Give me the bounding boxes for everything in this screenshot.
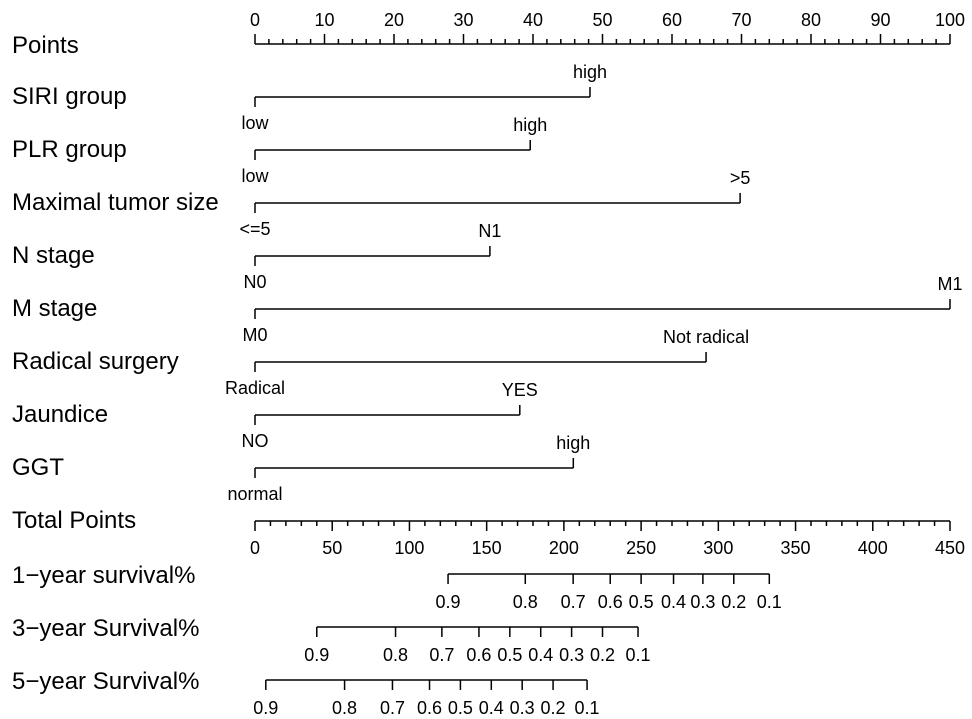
predictor-label: N stage (12, 242, 95, 269)
predictor-level-label: Not radical (663, 327, 749, 347)
predictor-level-label: low (241, 166, 269, 186)
survival-tick-label: 0.8 (332, 698, 357, 718)
survival-tick-label: 0.8 (383, 645, 408, 665)
survival-tick-label: 0.1 (757, 592, 782, 612)
survival-tick-label: 0.4 (661, 592, 686, 612)
points-tick-label: 40 (523, 10, 543, 30)
predictor-level-label: high (573, 62, 607, 82)
survival-tick-label: 0.9 (436, 592, 461, 612)
total-points-tick-label: 350 (781, 538, 811, 558)
predictor-level-label: <=5 (239, 219, 270, 239)
survival-tick-label: 0.5 (629, 592, 654, 612)
survival-tick-label: 0.5 (497, 645, 522, 665)
total-points-tick-label: 100 (394, 538, 424, 558)
predictor-level-label: low (241, 113, 269, 133)
survival-tick-label: 0.7 (429, 645, 454, 665)
survival-tick-label: 0.2 (590, 645, 615, 665)
points-tick-label: 70 (731, 10, 751, 30)
predictor-level-label: high (513, 115, 547, 135)
predictor-level-label: N0 (243, 272, 266, 292)
points-tick-label: 50 (592, 10, 612, 30)
survival-tick-label: 0.4 (479, 698, 504, 718)
points-tick-label: 100 (935, 10, 965, 30)
points-tick-label: 0 (250, 10, 260, 30)
total-points-tick-label: 450 (935, 538, 965, 558)
survival-tick-label: 0.1 (575, 698, 600, 718)
survival-tick-label: 0.2 (541, 698, 566, 718)
predictor-level-label: high (556, 433, 590, 453)
survival-tick-label: 0.9 (304, 645, 329, 665)
survival-tick-label: 0.3 (510, 698, 535, 718)
survival-tick-label: 0.5 (448, 698, 473, 718)
total-points-tick-label: 300 (703, 538, 733, 558)
predictor-level-label: YES (502, 380, 538, 400)
predictor-label: M stage (12, 295, 97, 322)
survival-tick-label: 0.4 (528, 645, 553, 665)
predictor-label: SIRI group (12, 83, 127, 110)
survival-scale-label: 3−year Survival% (12, 615, 199, 642)
predictor-level-label: N1 (478, 221, 501, 241)
points-tick-label: 20 (384, 10, 404, 30)
points-tick-label: 60 (662, 10, 682, 30)
points-tick-label: 90 (870, 10, 890, 30)
points-tick-label: 80 (801, 10, 821, 30)
predictor-label: Jaundice (12, 401, 108, 428)
total-points-tick-label: 150 (472, 538, 502, 558)
predictor-level-label: NO (242, 431, 269, 451)
total-points-tick-label: 400 (858, 538, 888, 558)
total-points-tick-label: 0 (250, 538, 260, 558)
total-points-tick-label: 250 (626, 538, 656, 558)
survival-tick-label: 0.3 (559, 645, 584, 665)
predictor-level-label: M1 (937, 274, 962, 294)
predictor-label: GGT (12, 454, 64, 481)
survival-tick-label: 0.9 (253, 698, 278, 718)
predictor-level-label: M0 (242, 325, 267, 345)
survival-tick-label: 0.6 (466, 645, 491, 665)
points-label: Points (12, 32, 79, 59)
survival-scale-label: 1−year survival% (12, 562, 195, 589)
predictor-level-label: >5 (730, 168, 751, 188)
survival-tick-label: 0.3 (690, 592, 715, 612)
total-points-tick-label: 200 (549, 538, 579, 558)
predictor-label: Radical surgery (12, 348, 179, 375)
predictor-level-label: Radical (225, 378, 285, 398)
points-tick-label: 30 (453, 10, 473, 30)
survival-tick-label: 0.1 (626, 645, 651, 665)
survival-scale-label: 5−year Survival% (12, 668, 199, 695)
total-points-label: Total Points (12, 507, 136, 534)
predictor-level-label: normal (227, 484, 282, 504)
survival-tick-label: 0.6 (417, 698, 442, 718)
points-tick-label: 10 (314, 10, 334, 30)
survival-tick-label: 0.7 (380, 698, 405, 718)
survival-tick-label: 0.7 (561, 592, 586, 612)
survival-tick-label: 0.2 (721, 592, 746, 612)
predictor-label: Maximal tumor size (12, 189, 219, 216)
predictor-label: PLR group (12, 136, 127, 163)
survival-tick-label: 0.8 (513, 592, 538, 612)
total-points-tick-label: 50 (322, 538, 342, 558)
survival-tick-label: 0.6 (598, 592, 623, 612)
